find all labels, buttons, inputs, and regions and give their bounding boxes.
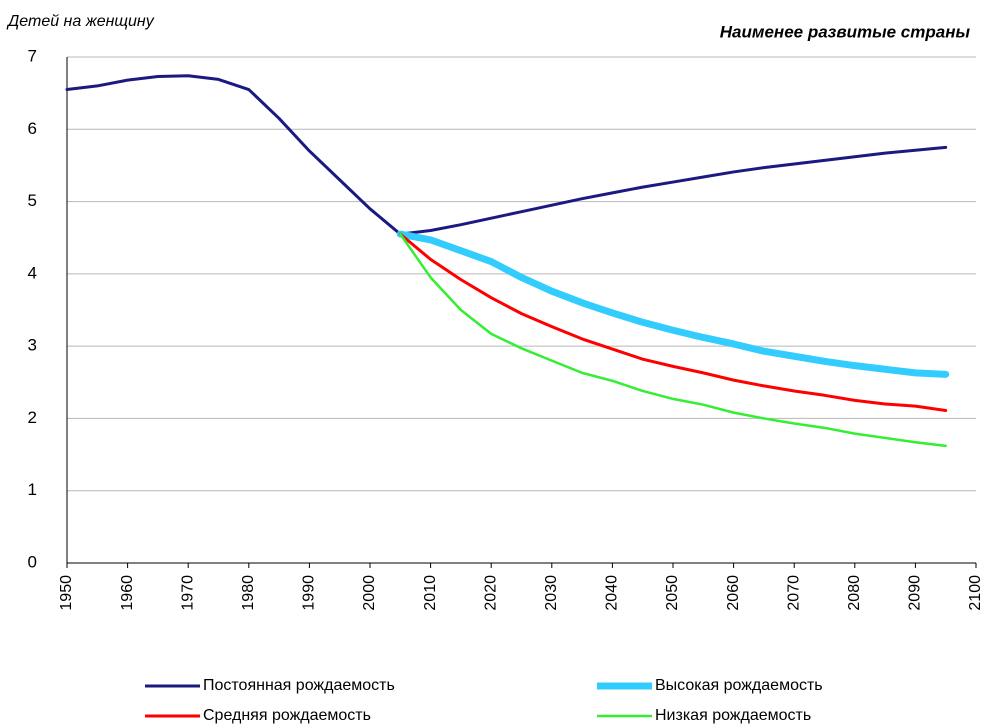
x-tick-label: 2070 [785, 575, 802, 611]
series-line [396, 230, 950, 378]
x-tick-label: 2050 [664, 575, 681, 611]
x-tick-label: 1950 [58, 575, 75, 611]
chart-title: Наименее развитые страны [720, 22, 971, 41]
legend-label: Низкая рождаемость [655, 707, 811, 724]
x-tick-label: 1960 [119, 575, 136, 611]
series-line [399, 232, 947, 448]
x-tick-label: 1970 [179, 575, 196, 611]
y-tick-label: 0 [28, 552, 37, 571]
x-tick-label: 2080 [846, 575, 863, 611]
x-tick-label: 2020 [482, 575, 499, 611]
y-tick-label: 6 [28, 119, 37, 138]
legend-label: Постоянная рождаемость [203, 677, 395, 694]
y-axis-label: Детей на женщину [6, 13, 155, 30]
series-line [398, 232, 948, 412]
x-tick-label: 2090 [907, 575, 924, 611]
x-tick-label: 2040 [604, 575, 621, 611]
y-tick-label: 7 [28, 46, 37, 65]
x-tick-label: 2060 [725, 575, 742, 611]
legend-label: Высокая рождаемость [655, 677, 823, 694]
y-tick-label: 5 [28, 191, 37, 210]
x-tick-label: 2100 [967, 575, 984, 611]
legend-label: Средняя рождаемость [203, 707, 371, 724]
y-tick-label: 3 [28, 336, 37, 355]
x-tick-label: 1980 [240, 575, 257, 611]
y-tick-label: 4 [28, 263, 37, 282]
x-tick-label: 2010 [422, 575, 439, 611]
y-tick-label: 2 [28, 408, 37, 427]
x-tick-label: 2030 [543, 575, 560, 611]
x-tick-label: 1990 [301, 575, 318, 611]
series-line [65, 74, 948, 236]
x-tick-label: 2000 [361, 575, 378, 611]
y-tick-label: 1 [28, 480, 37, 499]
